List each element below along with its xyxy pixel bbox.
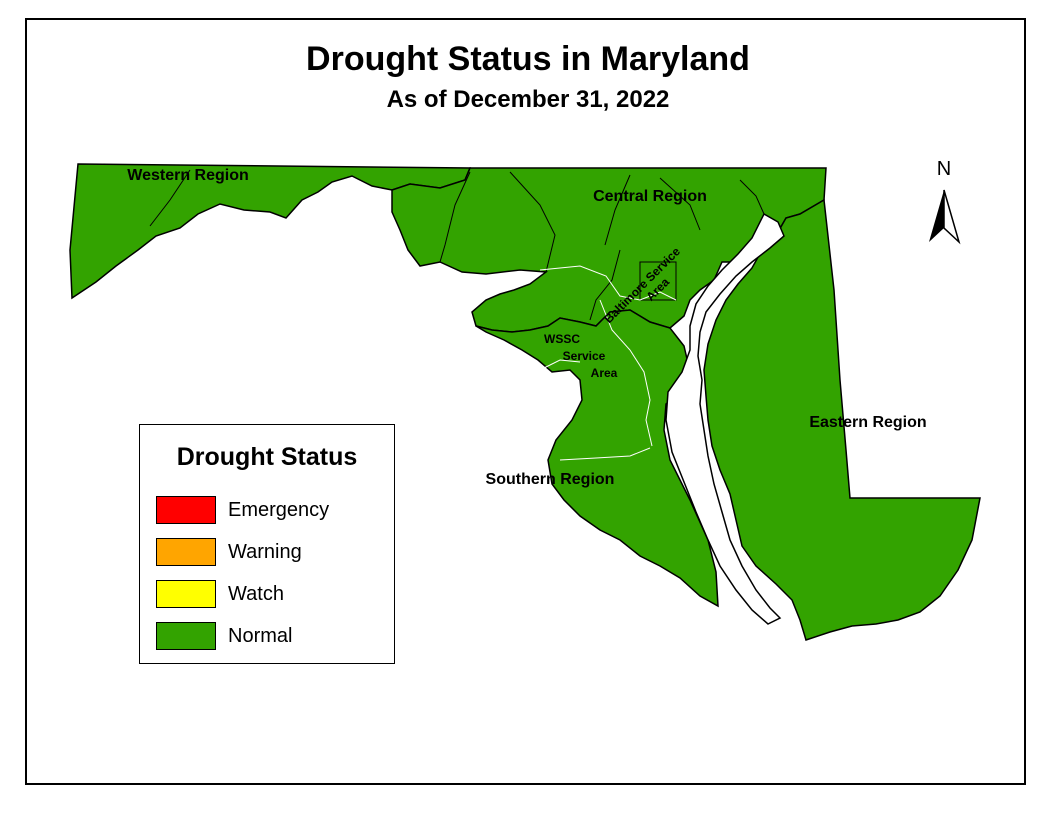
legend: Drought Status Emergency Warning Watch N… (139, 424, 395, 664)
chesapeake-bay (665, 212, 785, 625)
county-boundaries (149, 169, 765, 321)
north-arrow-shape (929, 189, 961, 245)
legend-item-normal: Normal (156, 621, 292, 651)
label-wssc-line3: Area (591, 366, 618, 380)
legend-item-emergency: Emergency (156, 495, 329, 525)
label-central-region: Central Region (593, 188, 707, 205)
label-wssc-line1: WSSC (544, 332, 580, 346)
eastern-region (703, 198, 981, 641)
legend-label-watch: Watch (228, 582, 284, 605)
legend-title: Drought Status (176, 443, 358, 471)
legend-swatch-watch (156, 580, 216, 608)
north-arrow-icon: N (922, 158, 966, 248)
legend-label-normal: Normal (228, 624, 293, 647)
legend-swatch-warning (156, 538, 216, 566)
label-eastern-region: Eastern Region (809, 414, 926, 431)
legend-item-watch: Watch (156, 579, 284, 609)
map-title: Drought Status in Maryland (306, 40, 750, 78)
legend-swatch-normal (156, 622, 216, 650)
service-area-boundaries (539, 265, 677, 461)
label-southern-region: Southern Region (486, 471, 615, 488)
legend-swatch-emergency (156, 496, 216, 524)
map-subtitle: As of December 31, 2022 (386, 86, 670, 113)
label-western-region: Western Region (127, 167, 249, 184)
north-letter: N (936, 158, 952, 180)
legend-item-warning: Warning (156, 537, 302, 567)
label-wssc-line2: Service (563, 349, 606, 363)
legend-label-emergency: Emergency (228, 498, 330, 521)
legend-label-warning: Warning (228, 540, 302, 563)
